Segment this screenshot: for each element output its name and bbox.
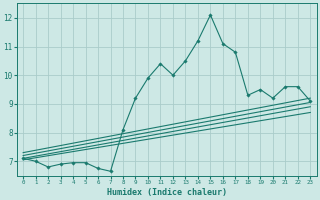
X-axis label: Humidex (Indice chaleur): Humidex (Indice chaleur) — [107, 188, 227, 197]
